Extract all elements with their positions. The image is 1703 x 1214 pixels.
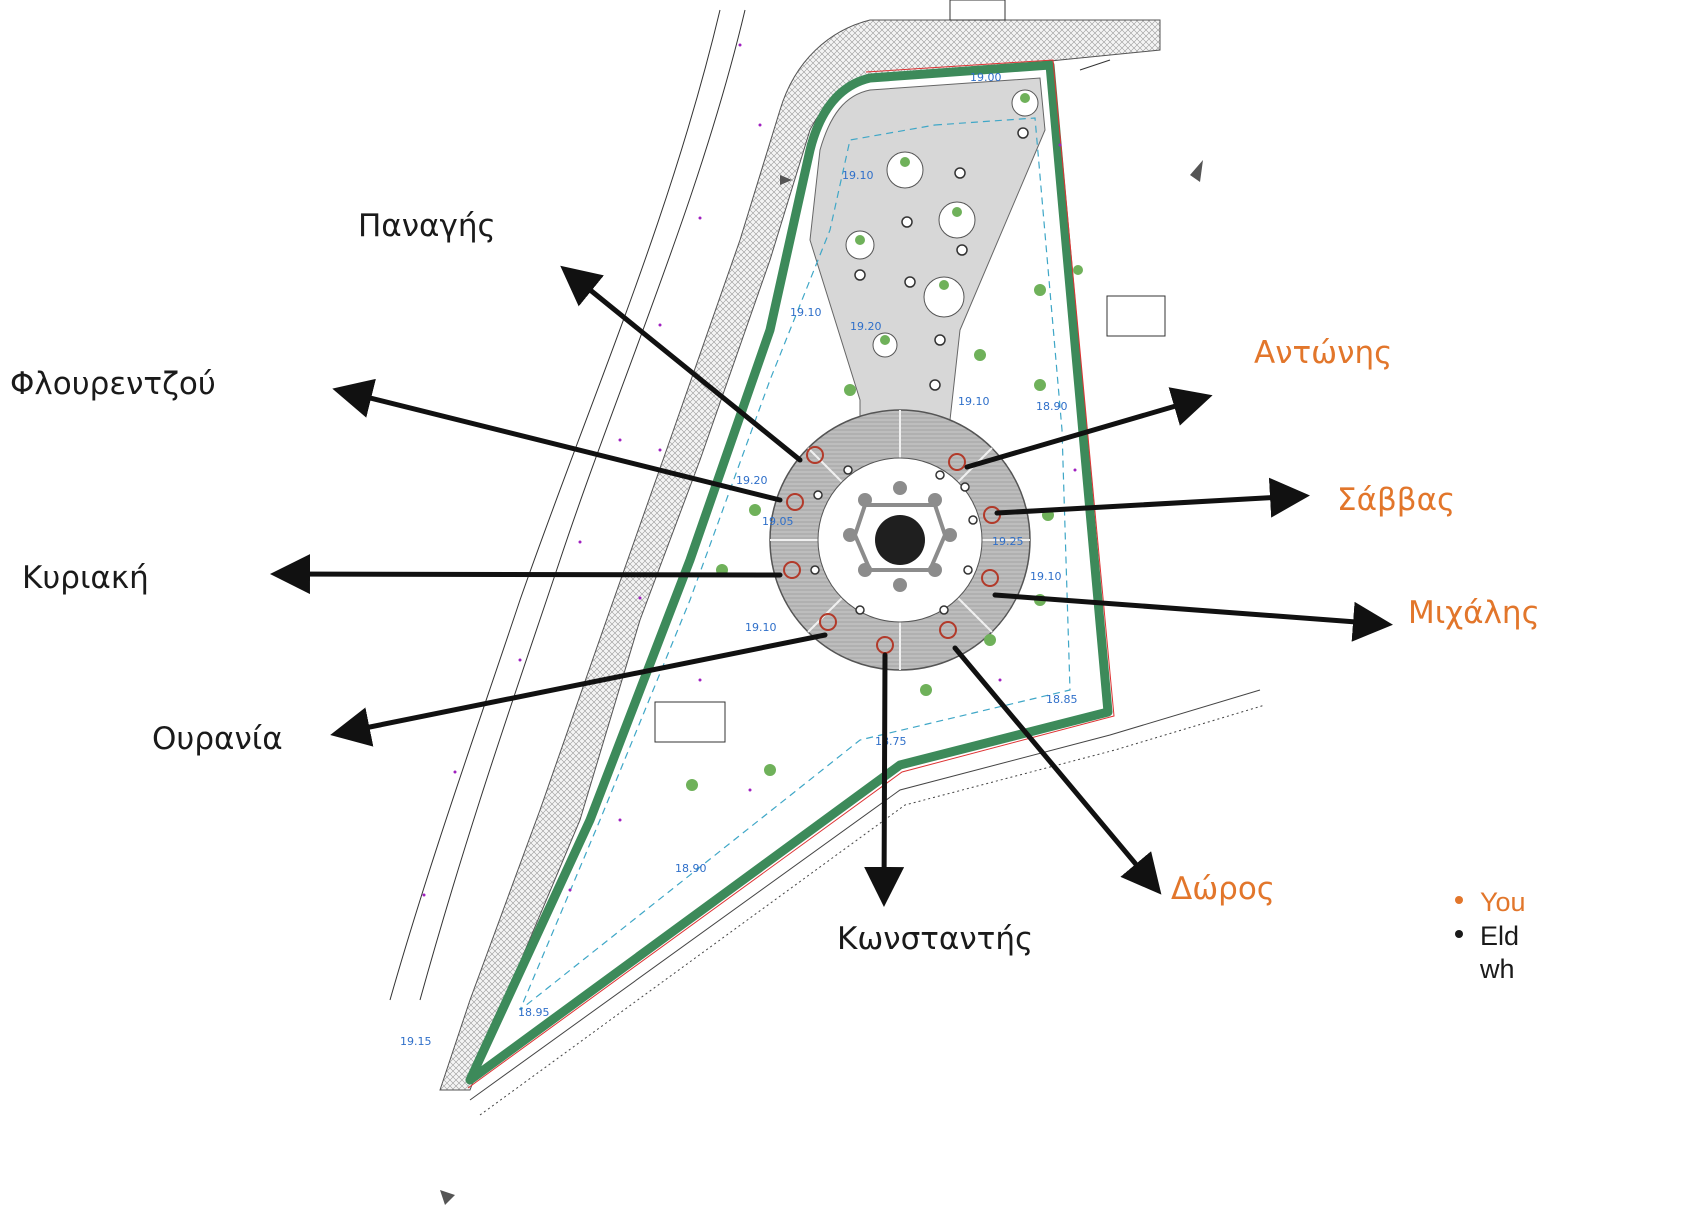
label-savvas: Σάββας: [1337, 482, 1455, 518]
label-flourentzou: Φλουρεντζού: [10, 366, 216, 402]
level-label: 18.95: [518, 1006, 550, 1019]
label-michalis: Μιχάλης: [1408, 595, 1540, 631]
label-ourania: Ουρανία: [152, 721, 283, 757]
level-label: 19.15: [400, 1035, 432, 1048]
level-label: 18.85: [1046, 693, 1078, 706]
arrow-kyriaki: [270, 554, 783, 595]
arrow-konstantis: [864, 652, 905, 907]
central-circle: [769, 409, 1031, 671]
spot-heights: [422, 43, 1077, 897]
legend-bullet-young: [1455, 896, 1463, 904]
plaza-paving: [809, 77, 1046, 421]
level-label: 19.10: [958, 395, 990, 408]
south-curb: [469, 689, 1266, 1116]
level-label: 19.25: [992, 535, 1024, 548]
central-tree: [875, 515, 925, 565]
level-label: 19.10: [790, 306, 822, 319]
direction-markers: [440, 160, 1203, 1205]
legend-young: You: [1480, 887, 1526, 917]
sculpture-figures: [843, 481, 957, 592]
level-label: 18.75: [875, 735, 907, 748]
legend-bullet-elder: [1455, 930, 1463, 938]
level-label: 19.00: [970, 71, 1002, 84]
arrow-savvas: [994, 477, 1310, 518]
label-doros: Δώρος: [1171, 871, 1275, 907]
level-label: 19.05: [762, 515, 794, 528]
arrow-panagis: [560, 265, 803, 463]
level-annotations: 19.00 19.10 19.10 19.20 19.10 18.90 19.2…: [400, 71, 1078, 1048]
level-label: 18.90: [1036, 400, 1068, 413]
arrows: [270, 265, 1393, 907]
arrow-doros: [952, 645, 1162, 895]
label-konstantis: Κωνσταντής: [837, 921, 1033, 957]
level-label: 19.10: [745, 621, 777, 634]
arrow-antonis: [964, 387, 1213, 470]
trees: [686, 89, 1083, 791]
label-panagis: Παναγής: [358, 208, 496, 244]
site-boundary: [465, 59, 1115, 1089]
arrow-ourania: [330, 632, 828, 747]
setback-line: [519, 117, 1071, 1011]
level-label: 19.10: [842, 169, 874, 182]
legend-elder-line1: Eld: [1480, 921, 1519, 951]
level-label: 19.20: [736, 474, 768, 487]
label-antonis: Αντώνης: [1254, 335, 1392, 371]
person-labels: Παναγής Φλουρεντζού Κυριακή Ουρανία Κωνσ…: [10, 208, 1540, 957]
legend: You Eld wh: [1455, 887, 1526, 984]
level-label: 18.90: [675, 862, 707, 875]
lamp-points: [810, 127, 1029, 615]
level-label: 19.10: [1030, 570, 1062, 583]
arrow-michalis: [992, 592, 1393, 642]
label-kyriaki: Κυριακή: [22, 560, 149, 596]
legend-elder-line2: wh: [1479, 954, 1515, 984]
bench-markers: [783, 446, 1001, 654]
label-boxes: [654, 0, 1166, 743]
level-label: 19.20: [850, 320, 882, 333]
arrow-flourentzou: [332, 378, 783, 503]
